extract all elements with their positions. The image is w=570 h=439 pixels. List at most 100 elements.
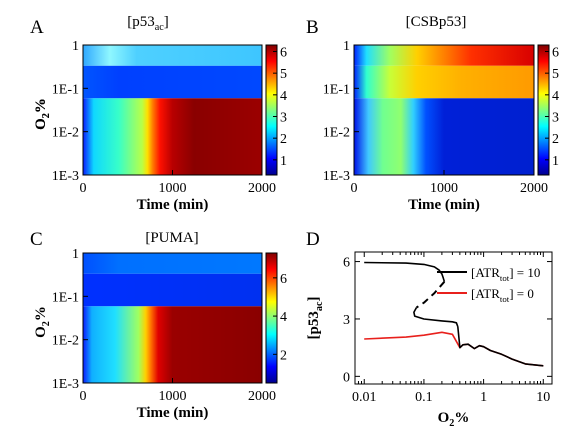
x-tick-label: 0 [80,181,87,196]
colorbar [537,44,550,176]
series-line-0-segment-2 [413,307,459,327]
colorbar-tick-label: 2 [280,348,287,363]
colorbar-tick-label: 2 [280,132,287,147]
legend-entry-text: [ATRtot] = 0 [471,286,534,304]
x-tick-label: 0 [80,389,87,404]
label-part: [PUMA] [145,230,198,246]
label-part: % [454,410,469,426]
x-tick-label: 0.1 [415,390,433,405]
y-tick-label: 1E-2 [323,126,350,141]
label-part: ] = 10 [509,265,540,280]
heat-band [83,98,262,175]
plot-frame [354,251,553,385]
heat-band [354,65,534,99]
colorbar-tick-label: 4 [552,89,559,104]
label-part: 2 [449,418,454,429]
chart-title-text: [PUMA] [145,230,198,246]
label-part: 2 [41,113,52,118]
heat-band [83,253,262,274]
colorbar-tick-label: 3 [280,111,287,126]
colorbar-tick-label: 5 [280,67,287,82]
y-axis-label-text: O2% [33,306,52,338]
x-tick-label: 1 [480,390,487,405]
x-axis-label: Time (min) [137,405,209,421]
y-tick-label: 1 [343,39,350,54]
x-tick-label: 10 [536,390,550,405]
colorbar-tick-label: 3 [552,111,559,126]
label-part: O [438,410,450,426]
plot-frame [353,44,535,176]
chart-title-text: [CSBp53] [406,14,467,30]
heat-band [83,273,262,307]
label-part: [CSBp53] [406,14,467,30]
chart-title: [p53ac] [127,14,169,33]
colorbar [265,44,278,176]
label-part: % [33,306,49,321]
heat-band [354,98,534,175]
x-tick-label: 1000 [430,181,458,196]
x-tick-label: 1000 [159,389,187,404]
y-tick-label: 1E-1 [323,82,350,97]
x-axis-label-text: O2% [438,410,470,429]
label-part: O [33,118,49,130]
colorbar-tick-label: 4 [280,310,287,325]
panel-letter: C [30,229,43,250]
series-group [364,261,544,367]
panel-a: A [p53ac]O2%Time (min)11E-11E-21E-30 1000 2… [30,14,287,213]
colorbar-tick-label: 1 [552,154,559,169]
heat-band [83,306,262,383]
label-part: [ATR [471,265,500,280]
series-line-0-segment-1 [415,281,446,309]
y-axis-label-text: O2% [33,98,52,130]
y-tick-label: 1E-1 [52,290,79,305]
y-axis-label-text: O2% [33,98,52,130]
label-part: [p53 [127,14,155,30]
heat-band [354,45,534,66]
label-part: 2 [41,321,52,326]
panel-letter: D [306,229,320,250]
label-part: ac [155,22,165,33]
chart-title-text: [p53ac] [127,14,169,33]
heatmap-c [83,253,262,383]
label-part: % [33,98,49,113]
label-part: ] [164,14,169,30]
legend-entry-text: [ATRtot] = 10 [471,265,540,283]
x-axis-label: Time (min) [408,197,480,213]
label-part: O [33,118,49,130]
x-tick-label: 1000 [159,181,187,196]
x-axis-label: O2% [438,410,470,429]
panel-letter: A [30,17,44,38]
y-tick-label: 1E-3 [52,377,79,392]
heatmap-a [83,45,262,175]
heat-band [83,45,262,66]
panel-b: B [CSBp53]O2%Time (min)11E-11E-21E-30 1000… [33,14,559,213]
plot-frame [82,252,263,384]
heatmap-b [354,45,534,175]
y-tick-label: 0 [343,370,350,385]
y-tick-label: 1E-2 [52,334,79,349]
y-tick-label: 1E-2 [52,126,79,141]
plot-frame [82,44,263,176]
label-part: tot [500,294,510,304]
colorbar-tick-label: 1 [280,154,287,169]
series-line-2-segment-0 [457,326,544,367]
colorbar [265,252,278,384]
y-tick-label: 1 [72,39,79,54]
colorbar-tick-label: 6 [280,272,287,287]
legend: [ATRtot] = 10[ATRtot] = 0 [437,265,540,304]
y-tick-label: 1 [72,247,79,262]
chart-title: [PUMA] [145,230,198,246]
colorbar-tick-label: 4 [280,89,287,104]
colorbar-tick-label: 6 [552,46,559,61]
label-part: 2 [41,113,52,118]
panel-c: C [PUMA]O2%Time (min)11E-11E-21E-30 1000 20… [30,229,287,421]
colorbar-tick-label: 6 [280,46,287,61]
y-axis-label: O2% [33,306,52,338]
label-part: ] = 0 [509,286,534,301]
label-part: % [33,98,49,113]
colorbar-tick-label: 2 [552,132,559,147]
legend-entry: [ATRtot] = 0 [471,286,534,304]
x-tick-label: 2000 [520,181,548,196]
